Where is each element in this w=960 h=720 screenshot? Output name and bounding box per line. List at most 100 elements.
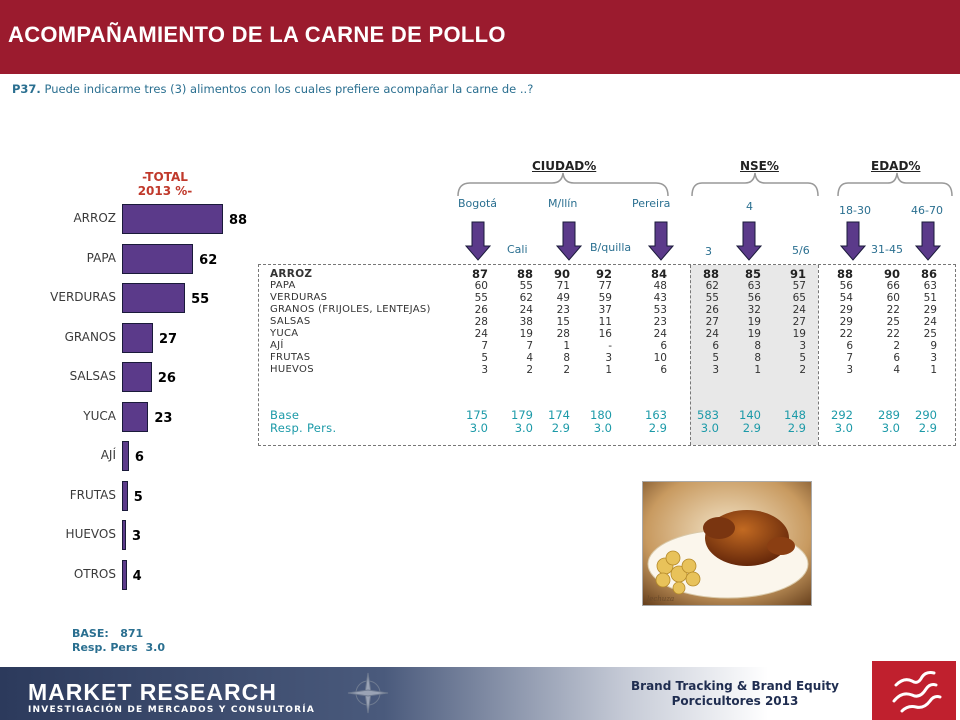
table-cell: 28 bbox=[556, 328, 570, 340]
col-barranquilla: B/quilla bbox=[590, 241, 632, 254]
table-cell: 60 bbox=[886, 292, 900, 304]
table-cell: 4 bbox=[893, 364, 900, 376]
table-row-label: SALSAS bbox=[270, 316, 311, 327]
table-row-label: VERDURAS bbox=[270, 292, 328, 303]
bar-category-label: HUEVOS bbox=[65, 527, 116, 541]
table-cell: 292 bbox=[831, 408, 853, 422]
table-cell: 53 bbox=[653, 304, 667, 316]
arrow-nse4 bbox=[735, 221, 763, 261]
photo-caption: lechuza bbox=[647, 595, 674, 603]
bar bbox=[122, 559, 127, 590]
table-cell: 16 bbox=[598, 328, 612, 340]
table-cell: 24 bbox=[792, 304, 806, 316]
bar-value-label: 5 bbox=[133, 489, 143, 505]
bar-value-label: 3 bbox=[132, 529, 142, 544]
table-cell: 71 bbox=[556, 280, 570, 292]
table-cell: 32 bbox=[747, 304, 761, 316]
table-cell: - bbox=[608, 340, 612, 352]
table-row-label: Base bbox=[270, 408, 300, 422]
bar bbox=[122, 441, 129, 471]
table-cell: 148 bbox=[784, 408, 806, 422]
table-cell: 3.0 bbox=[593, 421, 612, 435]
table-cell: 8 bbox=[754, 340, 761, 352]
table-cell: 6 bbox=[846, 340, 853, 352]
table-cell: 23 bbox=[653, 316, 667, 328]
table-cell: 65 bbox=[792, 292, 806, 304]
table-cell: 3.0 bbox=[881, 421, 900, 435]
page-title: ACOMPAÑAMIENTO DE LA CARNE DE POLLO bbox=[8, 22, 506, 47]
table-cell: 19 bbox=[747, 316, 761, 328]
col-nse56: 5/6 bbox=[792, 244, 810, 257]
table-cell: 27 bbox=[792, 316, 806, 328]
table-cell: 26 bbox=[705, 304, 719, 316]
table-cell: 90 bbox=[883, 267, 900, 281]
table-cell: 90 bbox=[553, 267, 570, 281]
table-cell: 3 bbox=[605, 352, 612, 364]
table-cell: 2 bbox=[526, 364, 533, 376]
table-cell: 6 bbox=[660, 364, 667, 376]
base-value: 871 bbox=[120, 627, 144, 640]
total-header: -TOTAL 2013 %- bbox=[120, 170, 210, 198]
group-edad: EDAD% bbox=[871, 159, 921, 173]
table-separator-2 bbox=[818, 265, 819, 445]
table-cell: 7 bbox=[526, 340, 533, 352]
bracket-edad bbox=[837, 172, 953, 197]
bar-value-label: 27 bbox=[158, 331, 178, 347]
study-line1: Brand Tracking & Brand Equity bbox=[631, 679, 839, 693]
table-cell: 88 bbox=[702, 267, 719, 281]
bar-value-label: 6 bbox=[134, 450, 144, 465]
table-cell: 3 bbox=[712, 364, 719, 376]
table-cell: 63 bbox=[923, 280, 937, 292]
table-cell: 1 bbox=[605, 364, 612, 376]
table-row-label: AJÍ bbox=[270, 340, 284, 351]
bracket-ciudad bbox=[457, 172, 669, 197]
footer: MARKET RESEARCH INVESTIGACIÓN DE MERCADO… bbox=[0, 667, 960, 720]
bar bbox=[122, 362, 152, 392]
table-cell: 87 bbox=[471, 267, 488, 281]
base-block: BASE: 871 Resp. Pers 3.0 bbox=[72, 627, 165, 655]
table-cell: 23 bbox=[556, 304, 570, 316]
table-cell: 2.9 bbox=[742, 421, 761, 435]
col-pereira: Pereira bbox=[632, 197, 671, 210]
table-cell: 2.9 bbox=[918, 421, 937, 435]
table-cell: 24 bbox=[519, 304, 533, 316]
table-cell: 26 bbox=[474, 304, 488, 316]
table-cell: 1 bbox=[563, 340, 570, 352]
table-cell: 3 bbox=[481, 364, 488, 376]
table-cell: 24 bbox=[705, 328, 719, 340]
table-cell: 2.9 bbox=[648, 421, 667, 435]
table-cell: 3 bbox=[930, 352, 937, 364]
table-cell: 179 bbox=[511, 408, 533, 422]
study-name: Brand Tracking & Brand Equity Porciculto… bbox=[600, 679, 870, 709]
data-table bbox=[258, 264, 956, 446]
table-cell: 84 bbox=[650, 267, 667, 281]
study-line2: Porcicultores 2013 bbox=[671, 694, 799, 708]
col-46-70: 46-70 bbox=[911, 204, 943, 217]
table-cell: 91 bbox=[789, 267, 806, 281]
arrow-bogota bbox=[464, 221, 492, 261]
table-cell: 62 bbox=[705, 280, 719, 292]
table-cell: 2.9 bbox=[551, 421, 570, 435]
table-cell: 55 bbox=[705, 292, 719, 304]
table-cell: 19 bbox=[747, 328, 761, 340]
table-cell: 3 bbox=[799, 340, 806, 352]
table-cell: 29 bbox=[839, 304, 853, 316]
arrow-pereira bbox=[647, 221, 675, 261]
compass-icon bbox=[347, 672, 389, 714]
table-cell: 15 bbox=[556, 316, 570, 328]
table-cell: 37 bbox=[598, 304, 612, 316]
table-cell: 3.0 bbox=[834, 421, 853, 435]
table-cell: 63 bbox=[747, 280, 761, 292]
table-row-label: YUCA bbox=[270, 328, 299, 339]
nse-shaded-column bbox=[690, 265, 818, 445]
table-cell: 29 bbox=[923, 304, 937, 316]
table-cell: 62 bbox=[519, 292, 533, 304]
table-cell: 59 bbox=[598, 292, 612, 304]
table-cell: 2 bbox=[563, 364, 570, 376]
bar-category-label: AJÍ bbox=[100, 448, 116, 462]
bar bbox=[122, 520, 126, 550]
col-nse3: 3 bbox=[705, 245, 712, 258]
table-row-label: FRUTAS bbox=[270, 352, 311, 363]
table-cell: 25 bbox=[886, 316, 900, 328]
table-cell: 3 bbox=[846, 364, 853, 376]
